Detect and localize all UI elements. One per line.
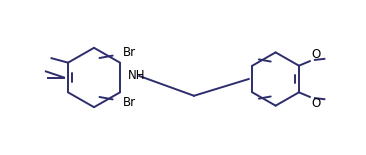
Text: Br: Br — [123, 46, 136, 59]
Text: O: O — [311, 97, 320, 110]
Text: O: O — [311, 48, 320, 61]
Text: NH: NH — [128, 69, 145, 82]
Text: Br: Br — [123, 96, 136, 109]
